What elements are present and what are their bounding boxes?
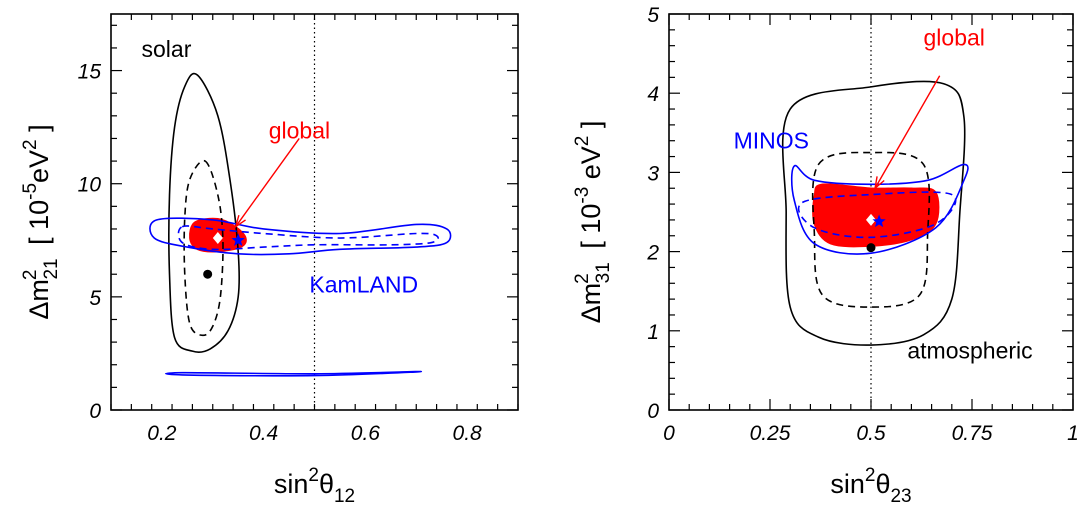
y-axis-title-main: Δm [576, 283, 606, 324]
y-axis-title-close: ] [576, 121, 606, 136]
y-axis-title-unit: eV [576, 146, 606, 187]
global-best-fit-marker [212, 232, 223, 245]
y-axis-title-sub: 21 [41, 258, 62, 279]
y-tick-label: 4 [647, 83, 659, 106]
global-best-fit-marker [866, 213, 876, 226]
y-axis-title: Δm221 [ 10-5eV2 ] [20, 124, 62, 319]
minos-contour-solid [790, 163, 969, 255]
right-panel: globalMINOSatmospheric00.250.50.75101234… [572, 4, 1077, 506]
x-axis-title-symbol: θ [319, 469, 334, 499]
atmospheric-contour-dashed [811, 151, 931, 308]
x-tick-label: 0.6 [351, 422, 381, 445]
y-axis-title-unit-sup: 2 [20, 139, 41, 150]
x-tick-label: 0.25 [750, 422, 791, 445]
y-tick-label: 0 [89, 400, 101, 423]
x-tick-label: 0.8 [453, 422, 483, 445]
y-tick-label: 2 [646, 242, 659, 265]
x-tick-label: 0.5 [856, 422, 886, 445]
x-tick-label: 0.4 [249, 422, 278, 445]
x-axis-title-sub: 23 [890, 486, 911, 506]
solar-contour-dashed [183, 159, 224, 337]
global-filled-region [812, 183, 940, 248]
minos-best-fit-marker [872, 214, 886, 228]
label-minos: MINOS [734, 128, 809, 154]
x-axis-title: sin2θ23 [830, 465, 911, 506]
y-axis-title-unit: eV [24, 150, 54, 183]
y-axis-title-unit-sup: 2 [572, 136, 593, 147]
x-axis-title-sup: 2 [308, 465, 319, 486]
x-tick-label: 0 [663, 422, 675, 445]
kamland-contour-dashed [177, 225, 439, 251]
y-tick-label: 0 [647, 400, 659, 423]
atmospheric-best-fit-marker [866, 243, 876, 253]
x-axis-title-sub: 12 [334, 486, 355, 506]
minos-contour-dashed [797, 191, 957, 239]
x-axis-title-main: sin [830, 469, 865, 499]
x-tick-label: 1 [1067, 422, 1077, 445]
solar-best-fit-marker [203, 269, 213, 279]
x-tick-label: 0.75 [952, 422, 993, 445]
y-axis-title-sub: 31 [593, 262, 614, 283]
annotation-arrow-shaft [235, 138, 300, 228]
annotation-arrow-shaft [874, 75, 941, 189]
y-axis-title-scale: [ 10 [576, 204, 606, 257]
label-kamland: KamLAND [309, 271, 418, 297]
x-axis-title-sup: 2 [865, 465, 876, 486]
solar-contour-solid [168, 72, 241, 353]
contour-layer [781, 80, 969, 346]
y-axis-title-scale: [ 10 [24, 200, 54, 253]
y-tick-label: 15 [78, 61, 102, 84]
x-axis-title: sin2θ12 [274, 465, 355, 506]
y-axis-title-close: ] [24, 124, 54, 139]
y-axis-title: Δm231 [ 10-3 eV2 ] [572, 121, 614, 324]
y-tick-label: 1 [647, 321, 659, 344]
y-axis-title-sup: 2 [20, 270, 41, 281]
y-tick-label: 5 [647, 4, 659, 27]
label-solar: solar [142, 36, 192, 62]
y-axis-title-exp: -3 [572, 187, 593, 204]
annotation-arrow-head [234, 214, 246, 229]
label-atmospheric: atmospheric [907, 338, 1032, 364]
y-tick-label: 10 [78, 174, 102, 197]
kamland-contour-solid [149, 217, 452, 256]
y-axis-title-sup: 2 [572, 273, 593, 284]
y-tick-label: 3 [647, 162, 659, 185]
label-global: global [924, 25, 985, 51]
atmospheric-contour-solid [781, 80, 966, 346]
label-global: global [269, 117, 330, 143]
x-axis-title-main: sin [274, 469, 309, 499]
x-axis-title-symbol: θ [875, 469, 890, 499]
x-tick-label: 0.2 [147, 422, 177, 445]
y-axis-title-exp: -5 [20, 183, 41, 200]
kamland-best-fit-marker [231, 233, 245, 246]
y-axis-title-main: Δm [24, 279, 54, 320]
kamland-contour-solid [164, 370, 423, 377]
y-tick-label: 5 [89, 287, 101, 310]
annotation-arrow-head [874, 176, 885, 191]
